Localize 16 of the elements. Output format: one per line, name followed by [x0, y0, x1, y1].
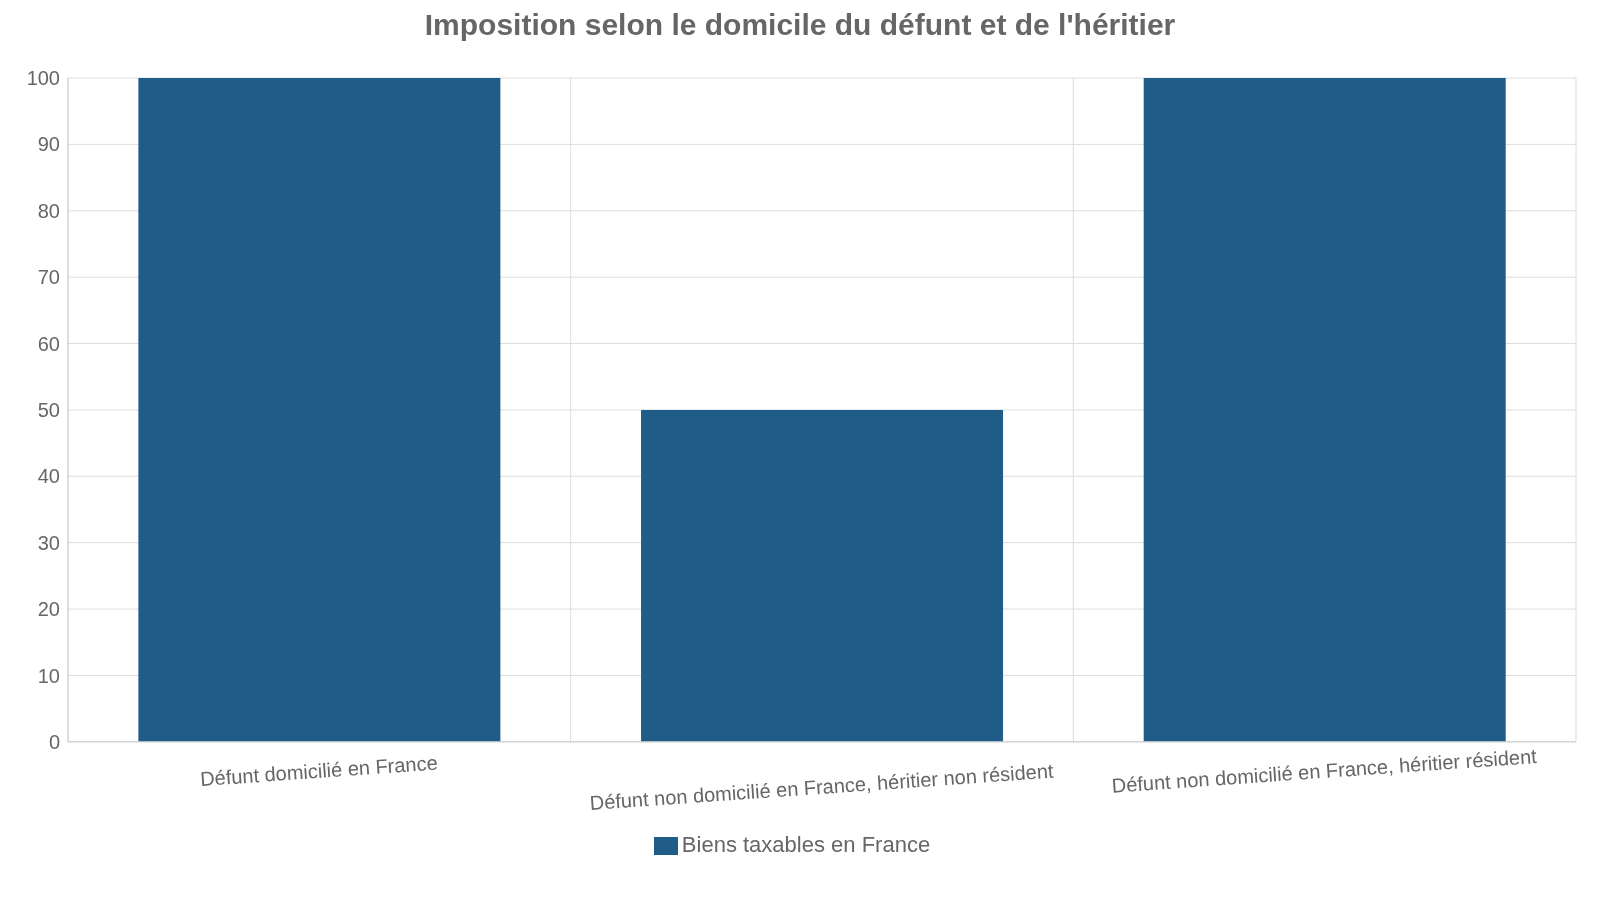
y-tick-label: 30: [37, 531, 60, 554]
y-tick-label: 40: [37, 465, 60, 488]
y-tick-label: 60: [37, 332, 60, 355]
y-tick-label: 10: [37, 664, 60, 687]
x-tick-label: Défunt non domicilié en France, héritier résident: [1111, 744, 1538, 797]
y-tick-label: 20: [37, 598, 60, 621]
x-tick-label: Défunt domicilié en France: [199, 751, 439, 791]
y-tick-label: 90: [37, 133, 60, 156]
x-tick-label: Défunt non domicilié en France, héritier non résident: [588, 759, 1055, 815]
y-tick-label: 100: [26, 67, 60, 90]
y-tick-label: 0: [48, 730, 60, 753]
y-tick-label: 50: [37, 399, 60, 422]
y-tick-label: 70: [37, 266, 60, 289]
chart-title: Imposition selon le domicile du défunt et de l'héritier: [423, 8, 1177, 42]
y-tick-label: 80: [37, 199, 60, 222]
legend-label: Biens taxables en France: [681, 831, 931, 857]
